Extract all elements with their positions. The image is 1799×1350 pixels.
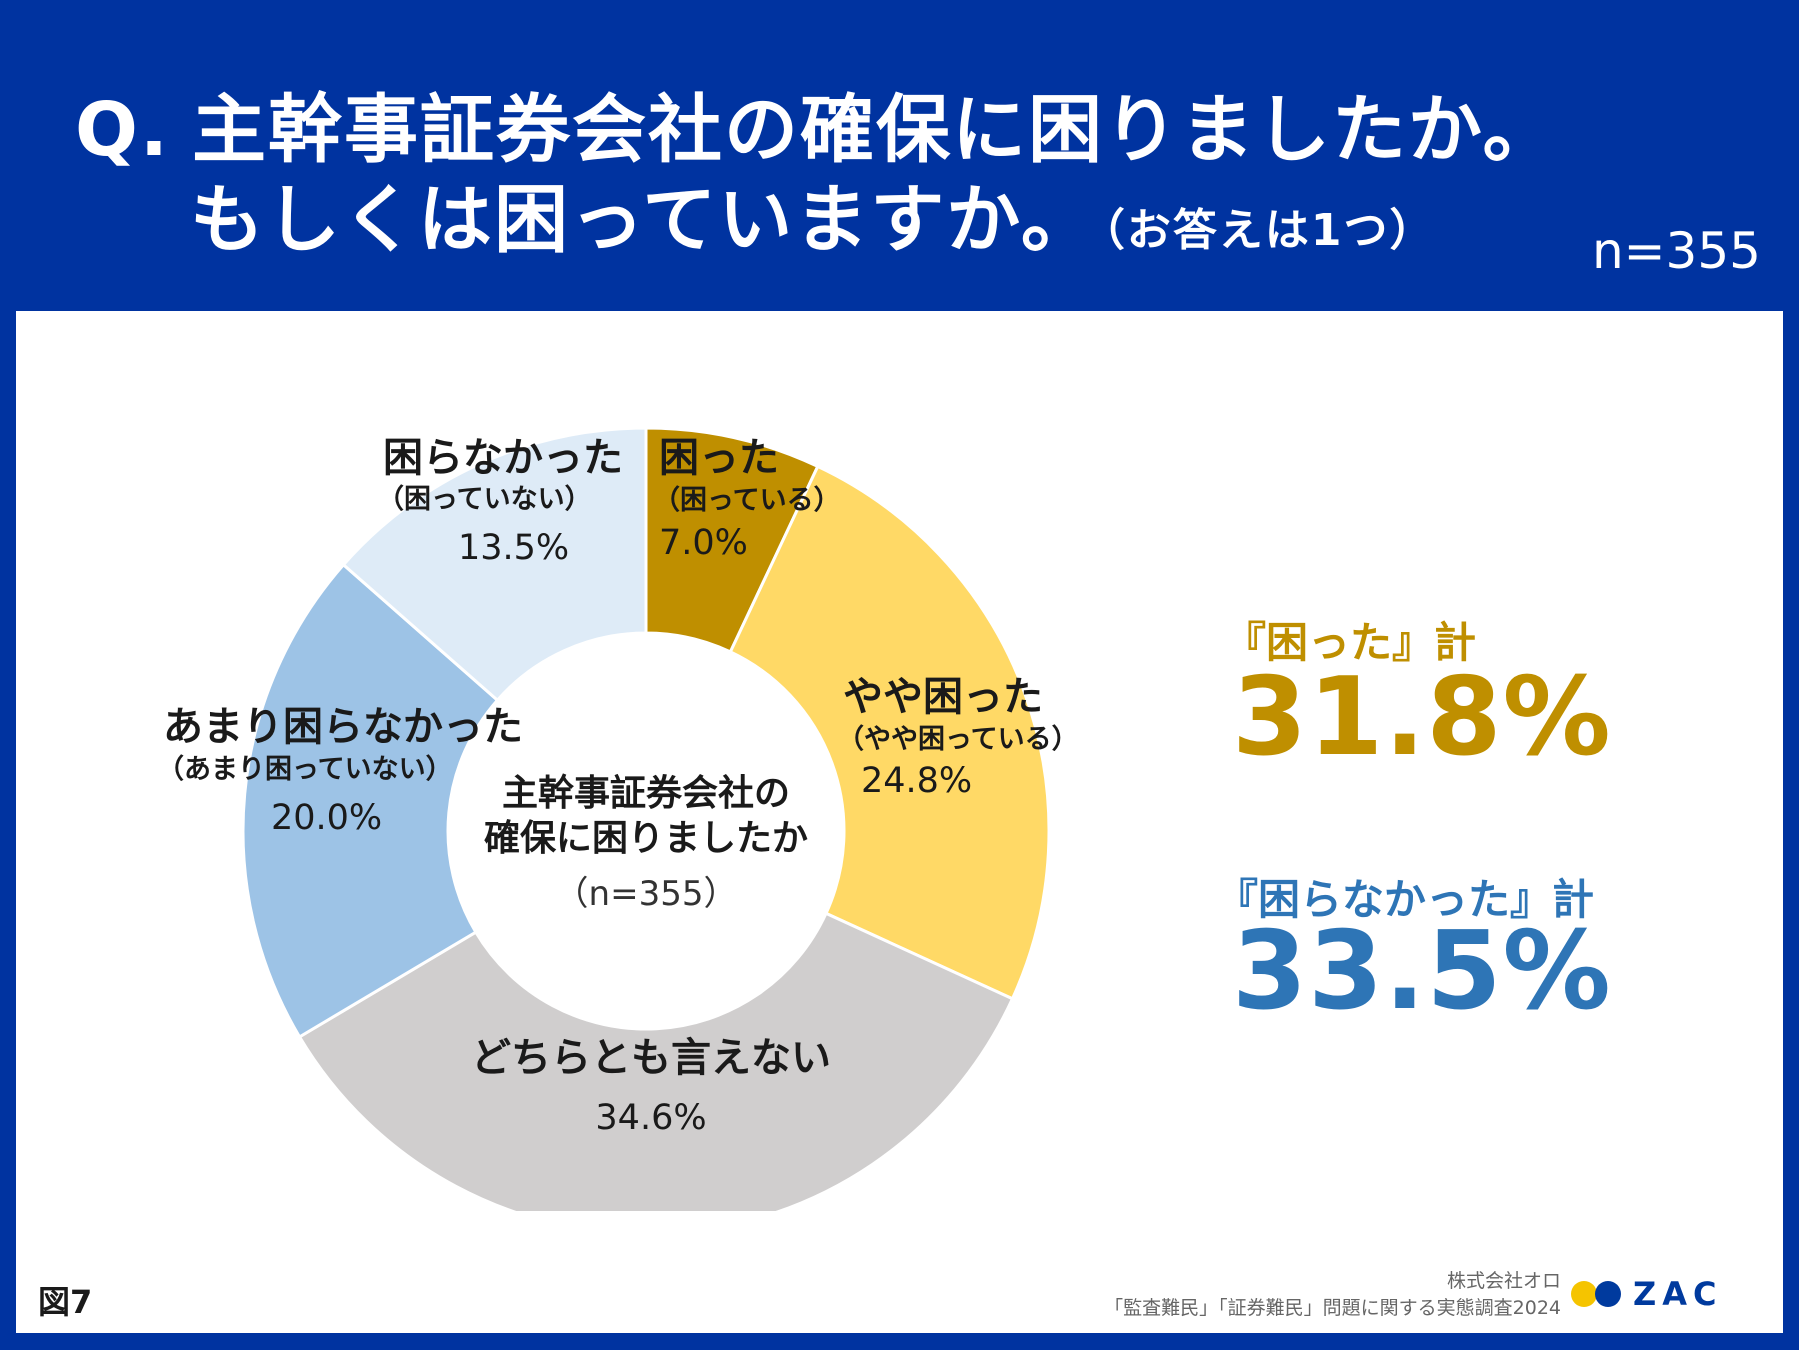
sublabel-komaranakatta: （困っていない） [377, 484, 592, 515]
summary-trouble-value: 31.8% [1232, 655, 1612, 780]
value-dochira-tomo-ienai: 34.6% [595, 1098, 706, 1138]
summary-trouble-label: 『困った』計 [1224, 618, 1477, 667]
slice-amari-komaranakatta [241, 562, 500, 1039]
header-band: Q. 主幹事証券会社の確保に困りましたか。 もしくは困っていますか。 （お答えは1つ… [0, 0, 1799, 310]
sublabel-amari-komaranakatta: （あまり困っていない） [157, 754, 453, 785]
question-prefix: Q. [75, 87, 171, 173]
summary-no-trouble-value: 33.5% [1232, 909, 1612, 1034]
sublabel-komatta: （困っている） [653, 485, 841, 516]
value-yaya-komatta: 24.8% [861, 761, 972, 801]
center-title-line-1: 主幹事証券会社の [502, 772, 790, 814]
label-amari-komaranakatta: あまり困らなかった [163, 704, 523, 750]
value-komatta: 7.0% [659, 523, 748, 563]
zac-logo: ZAC [1561, 1273, 1761, 1317]
value-komaranakatta: 13.5% [458, 528, 569, 568]
logo-blue-dot [1595, 1281, 1621, 1307]
label-komaranakatta: 困らなかった [383, 435, 623, 481]
label-yaya-komatta: やや困った [843, 674, 1043, 720]
label-komatta: 困った [659, 435, 779, 481]
slice-dochira-tomo-ienai [297, 911, 1015, 1211]
answer-note: （お答えは1つ） [1102, 205, 1436, 256]
sample-size: n=355 [1591, 222, 1761, 280]
question-text-1: 主幹事証券会社の確保に困りましたか。 [192, 87, 1559, 173]
logo-yellow-dot [1571, 1281, 1597, 1307]
center-title-line-2: 確保に困りましたか [484, 818, 808, 859]
slice-yaya-komatta [728, 464, 1051, 1001]
label-dochira-tomo-ienai: どちらとも言えない [471, 1035, 831, 1081]
logo-text: ZAC [1633, 1275, 1723, 1313]
value-amari-komaranakatta: 20.0% [271, 798, 382, 838]
question-line-2: もしくは困っていますか。 （お答えは1つ） [190, 160, 1435, 267]
slice-komaranakatta [341, 426, 648, 703]
center-sample-size: （n=355） [555, 874, 738, 914]
figure-number: 図7 [38, 1283, 93, 1321]
slice-labels: 困った （困っている） 7.0% やや困った （やや困っている） 24.8% どちらとも言え… [157, 435, 1079, 1138]
credit-company: 株式会社オロ [1446, 1270, 1561, 1292]
donut-chart: 困った （困っている） 7.0% やや困った （やや困っている） 24.8% どちらとも言え… [157, 426, 1079, 1211]
summary-no-trouble-label: 『困らなかった』計 [1216, 875, 1595, 924]
question-text-2: もしくは困っていますか。 [190, 177, 1097, 263]
donut-slices [241, 426, 1051, 1211]
credit-survey-title: 「監査難民」「証券難民」問題に関する実態調査2024 [1104, 1297, 1561, 1319]
sublabel-yaya-komatta: （やや困っている） [837, 724, 1079, 755]
question-line-1: Q. 主幹事証券会社の確保に困りましたか。 [75, 70, 1559, 177]
chart-panel: 困った （困っている） 7.0% やや困った （やや困っている） 24.8% どちらとも言え… [16, 311, 1783, 1333]
